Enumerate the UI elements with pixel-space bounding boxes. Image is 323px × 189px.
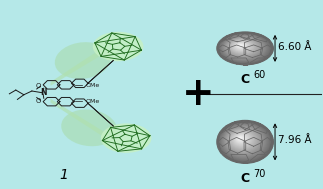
Ellipse shape [224, 126, 263, 156]
Text: OMe: OMe [86, 99, 100, 104]
Ellipse shape [55, 42, 111, 79]
Text: OMe: OMe [86, 83, 100, 88]
Ellipse shape [93, 32, 143, 61]
Ellipse shape [227, 128, 258, 152]
Ellipse shape [220, 34, 269, 62]
Text: O: O [36, 83, 41, 89]
Ellipse shape [228, 39, 257, 55]
Ellipse shape [239, 138, 241, 139]
Ellipse shape [227, 128, 259, 153]
Ellipse shape [219, 33, 271, 63]
Ellipse shape [217, 32, 273, 64]
Ellipse shape [217, 121, 273, 163]
Ellipse shape [239, 45, 242, 46]
Ellipse shape [219, 122, 271, 161]
Ellipse shape [235, 42, 247, 50]
Ellipse shape [224, 36, 263, 59]
Ellipse shape [223, 125, 264, 156]
Ellipse shape [239, 45, 241, 46]
Ellipse shape [226, 37, 260, 57]
Text: O: O [36, 98, 41, 104]
Text: $\mathbf{C}$: $\mathbf{C}$ [240, 172, 250, 185]
Ellipse shape [235, 43, 247, 49]
Ellipse shape [222, 35, 267, 61]
Ellipse shape [228, 129, 257, 151]
Ellipse shape [224, 36, 263, 59]
Ellipse shape [234, 134, 248, 144]
Ellipse shape [231, 40, 253, 53]
Text: +: + [182, 75, 215, 113]
Ellipse shape [237, 44, 244, 48]
Ellipse shape [232, 132, 252, 147]
Ellipse shape [101, 123, 151, 153]
Ellipse shape [229, 130, 256, 150]
Ellipse shape [220, 122, 269, 160]
Text: 60: 60 [253, 70, 266, 80]
Ellipse shape [221, 123, 267, 159]
Ellipse shape [228, 129, 257, 151]
Ellipse shape [234, 42, 249, 51]
Ellipse shape [238, 44, 243, 47]
Ellipse shape [233, 41, 251, 52]
Ellipse shape [225, 37, 262, 58]
Ellipse shape [220, 123, 268, 160]
Ellipse shape [220, 34, 268, 62]
Ellipse shape [229, 39, 256, 55]
Ellipse shape [224, 126, 263, 155]
Ellipse shape [230, 130, 254, 149]
Ellipse shape [227, 38, 258, 56]
Ellipse shape [239, 137, 242, 139]
Text: 1: 1 [59, 168, 68, 182]
Ellipse shape [223, 36, 264, 60]
Ellipse shape [234, 42, 248, 50]
Ellipse shape [61, 109, 117, 146]
Ellipse shape [223, 125, 265, 157]
Ellipse shape [225, 126, 262, 154]
Ellipse shape [238, 44, 243, 47]
Ellipse shape [218, 33, 272, 64]
Ellipse shape [233, 133, 250, 146]
Ellipse shape [225, 37, 261, 57]
Ellipse shape [228, 38, 257, 56]
Ellipse shape [226, 127, 260, 153]
Ellipse shape [217, 120, 274, 163]
Ellipse shape [235, 134, 247, 144]
Ellipse shape [236, 135, 245, 142]
Text: $\mathbf{C}$: $\mathbf{C}$ [240, 73, 250, 86]
Ellipse shape [225, 127, 261, 154]
Ellipse shape [221, 34, 267, 61]
Polygon shape [50, 50, 99, 86]
Ellipse shape [231, 40, 253, 53]
Ellipse shape [230, 130, 255, 149]
Ellipse shape [236, 43, 246, 49]
Ellipse shape [237, 136, 244, 141]
Ellipse shape [236, 43, 245, 48]
Ellipse shape [235, 134, 247, 143]
Ellipse shape [223, 35, 265, 60]
Text: 7.96 Å: 7.96 Å [277, 135, 311, 145]
Ellipse shape [232, 41, 252, 52]
Ellipse shape [234, 133, 249, 145]
Ellipse shape [222, 35, 266, 60]
Ellipse shape [227, 38, 259, 57]
Ellipse shape [238, 136, 243, 141]
Text: N: N [40, 88, 47, 97]
Ellipse shape [217, 32, 274, 65]
Ellipse shape [230, 39, 255, 54]
Ellipse shape [230, 40, 254, 54]
Ellipse shape [219, 33, 270, 63]
Polygon shape [50, 99, 107, 139]
Text: 6.60 Å: 6.60 Å [277, 42, 311, 52]
Ellipse shape [231, 131, 253, 148]
Ellipse shape [219, 122, 270, 161]
Ellipse shape [231, 131, 253, 147]
Ellipse shape [218, 121, 272, 162]
Ellipse shape [233, 41, 250, 51]
Ellipse shape [233, 132, 251, 146]
Ellipse shape [238, 137, 243, 140]
Text: 70: 70 [253, 169, 266, 179]
Ellipse shape [222, 124, 267, 158]
Ellipse shape [236, 135, 246, 143]
Ellipse shape [222, 124, 266, 158]
